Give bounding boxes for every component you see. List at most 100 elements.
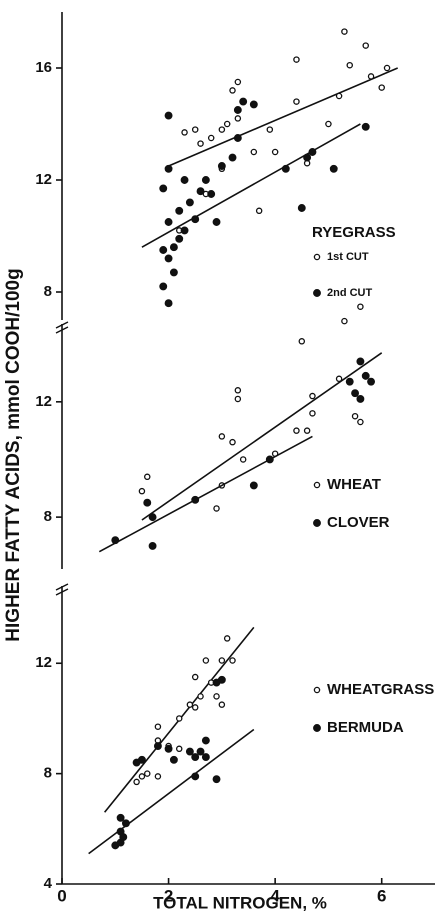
point (197, 693, 204, 700)
y-tick-label: 4 (44, 875, 53, 892)
y-tick-label: 8 (44, 283, 52, 300)
point (148, 513, 157, 522)
point (293, 98, 300, 105)
point (133, 778, 140, 786)
point (111, 841, 120, 850)
point (186, 701, 194, 708)
legend-marker (313, 289, 321, 297)
legend-marker (313, 519, 321, 527)
axis-break (55, 321, 69, 334)
point (169, 243, 178, 252)
fit-line (141, 123, 361, 248)
point (154, 723, 162, 730)
point (201, 753, 210, 762)
point (159, 184, 168, 193)
point (164, 299, 173, 308)
point (119, 833, 128, 842)
point (196, 187, 205, 196)
point (383, 64, 391, 72)
point (309, 392, 316, 400)
y-tick-label: 8 (44, 765, 52, 782)
point (213, 505, 220, 512)
fit-line (141, 352, 383, 521)
point (367, 377, 376, 386)
point (228, 153, 237, 162)
y-tick-label: 12 (35, 393, 52, 410)
point (169, 755, 178, 764)
point (239, 456, 247, 463)
point (175, 715, 183, 722)
point (116, 813, 125, 822)
point (175, 745, 183, 753)
point (281, 164, 290, 173)
point (335, 375, 343, 383)
x-tick-label: 6 (377, 886, 386, 905)
x-axis-label: TOTAL NITROGEN, % (153, 893, 327, 912)
point (159, 282, 168, 291)
point (239, 97, 248, 106)
point (181, 129, 188, 136)
point (298, 338, 306, 345)
y-axis-label: HIGHER FATTY ACIDS, mmol COOH/100g (3, 268, 24, 641)
point (325, 120, 332, 128)
fit-line (88, 728, 255, 855)
fit-line (168, 67, 399, 167)
point (197, 140, 204, 147)
point (293, 427, 300, 434)
point (202, 657, 210, 664)
legend-title: RYEGRASS (312, 224, 396, 241)
point (293, 56, 300, 63)
point (249, 100, 258, 109)
point (217, 675, 226, 684)
point (356, 394, 365, 403)
point (138, 773, 146, 780)
point (271, 148, 279, 156)
point (191, 215, 200, 224)
point (255, 207, 263, 215)
legend-marker (313, 253, 321, 261)
point (345, 377, 354, 386)
point (357, 418, 364, 426)
point (218, 433, 226, 440)
point (351, 412, 359, 420)
legend-label: 1st CUT (327, 251, 369, 263)
point (143, 498, 152, 507)
y-tick-label: 12 (35, 654, 52, 671)
point (357, 303, 364, 310)
point (234, 395, 242, 403)
point (250, 148, 258, 156)
point (212, 218, 221, 226)
point (138, 487, 146, 495)
point (356, 357, 365, 366)
point (153, 742, 162, 750)
point (361, 122, 370, 131)
point (213, 693, 220, 700)
point (229, 657, 236, 664)
fit-line (98, 435, 313, 553)
point (144, 473, 151, 481)
point (121, 819, 130, 828)
point (180, 176, 189, 184)
point (218, 657, 226, 664)
point (233, 134, 242, 142)
point (148, 541, 157, 550)
point (303, 153, 312, 162)
point (191, 704, 199, 711)
point (207, 190, 216, 198)
point (201, 736, 210, 745)
point (351, 389, 360, 398)
point (196, 747, 205, 756)
y-tick-label: 12 (35, 171, 52, 188)
point (164, 254, 173, 263)
point (346, 61, 353, 69)
point (223, 635, 231, 642)
point (111, 536, 120, 545)
point (191, 495, 200, 504)
y-tick-label: 8 (44, 508, 52, 525)
point (341, 28, 348, 35)
legend-marker (313, 724, 321, 732)
point (169, 268, 178, 277)
point (191, 753, 200, 762)
